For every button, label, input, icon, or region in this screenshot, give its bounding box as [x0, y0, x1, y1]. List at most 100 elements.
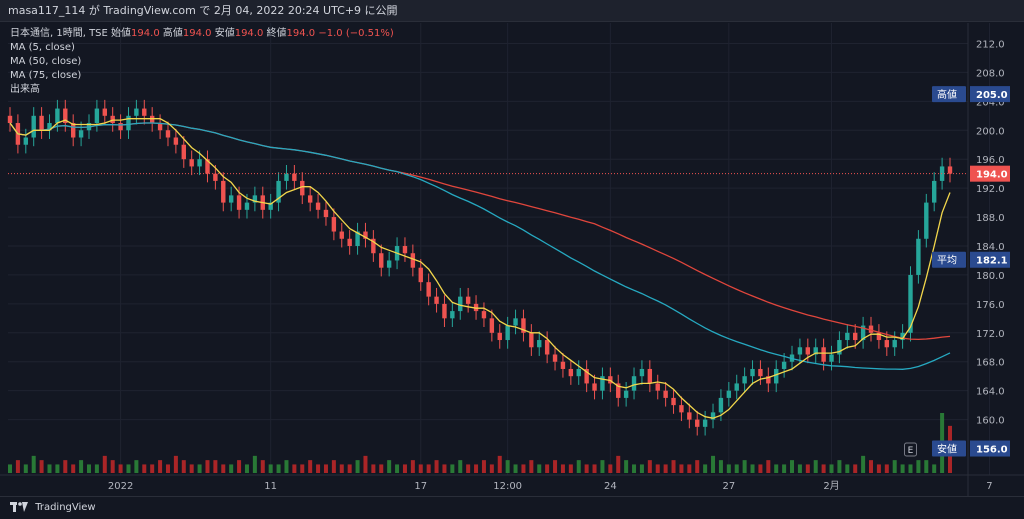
- volume-bar: [726, 464, 731, 473]
- candle-body: [726, 390, 732, 398]
- price-tag-label-box: [932, 440, 966, 457]
- candle-body: [813, 347, 818, 355]
- volume-bar: [402, 464, 407, 473]
- candle-body: [450, 311, 455, 319]
- y-tick-label: 204.0: [976, 97, 1005, 108]
- candle-body: [118, 123, 123, 131]
- candle-body: [655, 383, 660, 391]
- candle-body: [78, 130, 84, 138]
- legend-change: −1.0 (−0.51%): [318, 28, 394, 39]
- volume-bar: [861, 455, 866, 473]
- volume-bar: [284, 460, 289, 473]
- candle-body: [702, 419, 708, 427]
- volume-bar: [23, 464, 28, 473]
- volume-bar: [600, 460, 605, 473]
- volume-bar: [300, 464, 305, 473]
- price-tag-value: 156.0: [976, 445, 1008, 456]
- price-tag-label: 平均: [937, 255, 957, 267]
- x-tick-label: 27: [722, 481, 735, 492]
- candle-body: [465, 296, 471, 304]
- candle-body: [386, 260, 392, 268]
- candle-body: [244, 202, 250, 210]
- price-tag-box: [970, 251, 1010, 268]
- legend-ma5[interactable]: MA (5, close): [10, 42, 75, 53]
- x-tick-label: 7: [986, 481, 992, 492]
- volume-bar: [118, 464, 123, 473]
- volume-bar: [339, 464, 344, 473]
- candle-body: [473, 303, 479, 312]
- candle-body: [126, 115, 131, 131]
- volume-bar: [39, 460, 44, 473]
- price-chart[interactable]: 212.0 208.0 204.0 200.0 196.0 192.0 188.0 184.0…: [0, 23, 1024, 496]
- volume-bar: [908, 464, 913, 473]
- volume-bar: [537, 464, 542, 473]
- price-tag-label: 高値: [937, 88, 957, 101]
- volume-bar: [560, 464, 565, 473]
- candle-body: [853, 332, 858, 341]
- volume-bar: [63, 460, 68, 473]
- volume-bar: [900, 464, 905, 473]
- y-tick-label: 208.0: [976, 68, 1005, 79]
- chart-area[interactable]: 212.0 208.0 204.0 200.0 196.0 192.0 188.0 184.0…: [0, 23, 1024, 496]
- legend-symbol-row: 日本通信, 1時間, TSE 始値194.0 高値194.0 安値194.0 終…: [10, 28, 394, 39]
- volume-bar: [260, 460, 265, 473]
- candle-body: [695, 419, 700, 427]
- candle-body: [252, 195, 258, 203]
- candle-body: [639, 368, 645, 377]
- candle-body: [892, 340, 897, 348]
- candle-body: [900, 332, 905, 341]
- volume-bar: [869, 460, 874, 473]
- candle-body: [181, 144, 186, 160]
- candle-body: [560, 361, 566, 369]
- ma5-line: [9, 118, 951, 419]
- volume-bar: [229, 464, 234, 473]
- volume-bar: [663, 464, 668, 473]
- candle-body: [805, 347, 811, 355]
- candle-body: [924, 202, 929, 239]
- x-tick-label: 17: [414, 481, 427, 492]
- y-tick-label: 192.0: [976, 184, 1005, 195]
- candle-body: [339, 231, 344, 239]
- candle-body: [213, 173, 218, 181]
- candle-body: [505, 325, 510, 341]
- candle-body: [600, 376, 605, 391]
- volume-bar: [15, 460, 20, 473]
- volume-bar: [679, 464, 684, 473]
- volume-bar: [924, 460, 929, 473]
- volume-bar: [110, 460, 115, 473]
- volume-bar: [805, 464, 810, 473]
- price-tag-label: 安値: [937, 443, 957, 456]
- volume-bar: [497, 455, 502, 473]
- candle-body: [521, 318, 526, 333]
- price-tag-box: [970, 86, 1010, 103]
- volume-bar: [363, 455, 368, 473]
- candle-body: [916, 238, 921, 275]
- candle-body: [568, 368, 574, 377]
- volume-bar: [592, 464, 597, 473]
- candle-body: [315, 202, 321, 210]
- candle-body: [23, 137, 28, 145]
- volume-bar: [410, 460, 415, 473]
- candle-body: [584, 368, 589, 384]
- volume-bar: [252, 455, 257, 473]
- y-tick-label: 176.0: [976, 300, 1005, 311]
- volume-bar: [782, 464, 787, 473]
- volume-bar: [608, 464, 613, 473]
- legend-volume[interactable]: 出来高: [10, 84, 40, 95]
- candle-body: [884, 340, 890, 348]
- candle-body: [268, 202, 273, 210]
- volume-bar: [371, 464, 376, 473]
- candle-body: [331, 217, 337, 232]
- volume-bar: [489, 464, 494, 473]
- legend-ma75[interactable]: MA (75, close): [10, 70, 82, 81]
- volume-bar: [142, 464, 147, 473]
- candle-body: [197, 159, 202, 167]
- candle-body: [552, 354, 558, 362]
- candle-body: [671, 397, 676, 406]
- volume-bar: [687, 464, 692, 473]
- volume-bar: [197, 464, 202, 473]
- candle-body: [829, 354, 834, 362]
- candle-body: [750, 368, 755, 377]
- legend-ma50[interactable]: MA (50, close): [10, 56, 82, 67]
- volume-bar: [237, 460, 242, 473]
